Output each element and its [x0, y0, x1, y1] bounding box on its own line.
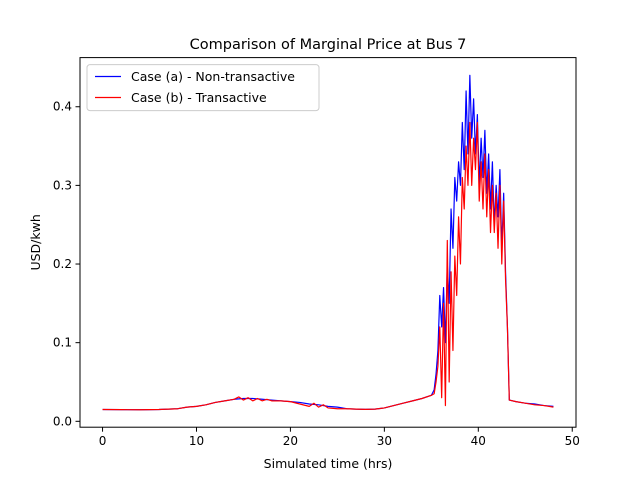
- y-tick-label: 0.4: [53, 100, 72, 114]
- x-axis: 0 10 20 30 40 50: [99, 427, 580, 448]
- y-tick-label: 0.3: [53, 178, 72, 192]
- x-tick-label: 40: [471, 434, 486, 448]
- series-layer: [102, 74, 554, 411]
- x-tick-label: 30: [377, 434, 392, 448]
- series-line-transactive: [102, 121, 554, 411]
- y-tick-label: 0.1: [53, 336, 72, 350]
- y-axis-label: USD/kwh: [28, 214, 43, 270]
- x-tick-label: 10: [189, 434, 204, 448]
- legend-label-non-transactive: Case (a) - Non-transactive: [131, 69, 295, 84]
- chart-title: Comparison of Marginal Price at Bus 7: [190, 37, 467, 53]
- x-tick-label: 50: [565, 434, 580, 448]
- x-tick-label: 0: [99, 434, 107, 448]
- y-tick-label: 0.2: [53, 257, 72, 271]
- x-axis-label: Simulated time (hrs): [264, 456, 393, 471]
- legend: Case (a) - Non-transactive Case (b) - Tr…: [86, 64, 320, 112]
- y-axis: 0.0 0.1 0.2 0.3 0.4: [53, 100, 80, 428]
- plot-frame: [79, 57, 577, 428]
- x-tick-label: 20: [283, 434, 298, 448]
- y-tick-label: 0.0: [53, 414, 72, 428]
- legend-box: [86, 64, 320, 112]
- legend-label-transactive: Case (b) - Transactive: [131, 90, 267, 105]
